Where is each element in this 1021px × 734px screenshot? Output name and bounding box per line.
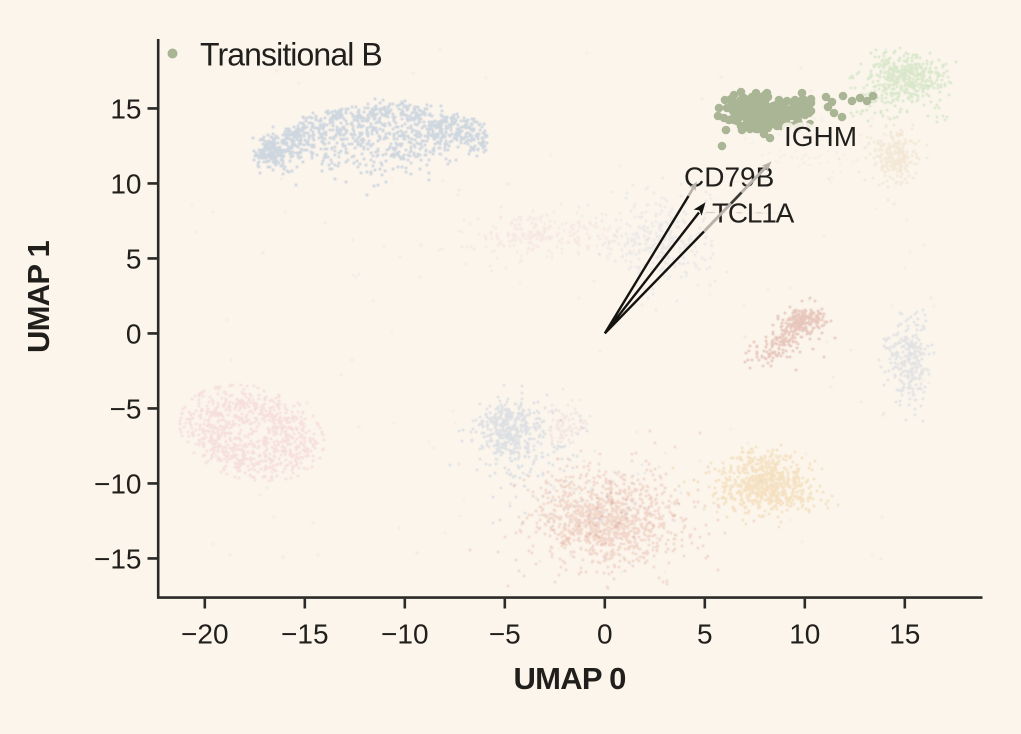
svg-text:15: 15 bbox=[889, 619, 920, 650]
svg-text:UMAP 1: UMAP 1 bbox=[21, 240, 56, 353]
svg-text:−15: −15 bbox=[281, 619, 329, 650]
svg-text:15: 15 bbox=[110, 94, 141, 125]
svg-text:10: 10 bbox=[789, 619, 820, 650]
svg-text:−15: −15 bbox=[94, 544, 142, 575]
svg-text:CD79B: CD79B bbox=[684, 161, 774, 192]
svg-text:−5: −5 bbox=[110, 394, 142, 425]
svg-text:10: 10 bbox=[110, 169, 141, 200]
svg-text:5: 5 bbox=[126, 244, 142, 275]
svg-text:5: 5 bbox=[697, 619, 713, 650]
svg-text:0: 0 bbox=[597, 619, 613, 650]
svg-text:TCL1A: TCL1A bbox=[712, 198, 795, 229]
svg-text:−5: −5 bbox=[489, 619, 521, 650]
svg-text:IGHM: IGHM bbox=[784, 121, 857, 152]
svg-text:−20: −20 bbox=[181, 619, 229, 650]
svg-text:−10: −10 bbox=[381, 619, 429, 650]
svg-text:UMAP 0: UMAP 0 bbox=[514, 661, 626, 696]
svg-text:−10: −10 bbox=[94, 469, 142, 500]
svg-text:0: 0 bbox=[126, 319, 142, 350]
svg-text:Transitional B: Transitional B bbox=[200, 37, 382, 73]
